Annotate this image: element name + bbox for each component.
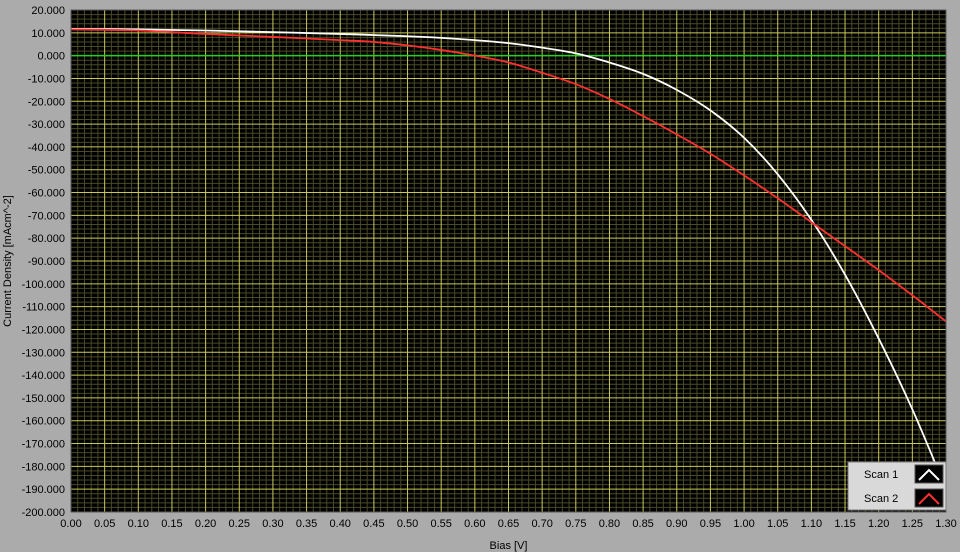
y-tick-label: -190.000 [22, 484, 65, 496]
y-axis-tick-labels: 20.000 10.000 0.000 -10.000 -20.000 -30.000 -4… [22, 5, 65, 519]
x-tick-label: 0.40 [330, 518, 351, 530]
x-tick-label: 0.45 [363, 518, 384, 530]
x-tick-label: 0.70 [531, 518, 552, 530]
x-tick-label: 1.30 [935, 518, 956, 530]
plot-border [70, 9, 947, 513]
y-tick-label: -160.000 [22, 416, 65, 428]
x-tick-label: 0.65 [498, 518, 519, 530]
x-tick-label: 0.10 [128, 518, 149, 530]
legend-label: Scan 1 [864, 469, 898, 481]
x-tick-label: 0.55 [430, 518, 451, 530]
y-tick-label: 10.000 [31, 28, 65, 40]
y-tick-label: -200.000 [22, 507, 65, 519]
x-tick-label: 0.50 [397, 518, 418, 530]
legend-line-sample [918, 468, 940, 481]
x-tick-label: 0.90 [666, 518, 687, 530]
x-axis-tick-labels: 0.00 0.05 0.10 0.15 0.20 0.25 0.30 0.35 0.40 0.45… [60, 518, 956, 530]
x-tick-label: 0.25 [229, 518, 250, 530]
x-tick-label: 0.80 [599, 518, 620, 530]
y-tick-label: -150.000 [22, 393, 65, 405]
x-tick-label: 1.25 [902, 518, 923, 530]
y-axis-title: Current Density [mAcm^-2] [2, 195, 14, 327]
legend-line-sample [918, 492, 940, 505]
x-tick-label: 1.00 [733, 518, 754, 530]
y-tick-label: -180.000 [22, 461, 65, 473]
y-tick-label: 20.000 [31, 5, 65, 17]
y-tick-label: -140.000 [22, 370, 65, 382]
x-axis-title: Bias [V] [490, 540, 528, 552]
y-tick-label: 0.000 [37, 51, 65, 63]
y-tick-label: -170.000 [22, 439, 65, 451]
x-tick-label: 0.60 [464, 518, 485, 530]
y-tick-label: -100.000 [22, 279, 65, 291]
x-tick-label: 0.20 [195, 518, 216, 530]
y-tick-label: -130.000 [22, 347, 65, 359]
series-layer [70, 28, 947, 490]
y-tick-label: -30.000 [28, 119, 65, 131]
legend[interactable]: Scan 1 Scan 2 [847, 461, 947, 511]
x-tick-label: 1.05 [767, 518, 788, 530]
x-tick-label: 1.20 [868, 518, 889, 530]
x-tick-label: 0.30 [262, 518, 283, 530]
y-tick-label: -70.000 [28, 210, 65, 222]
x-tick-label: 1.10 [801, 518, 822, 530]
y-tick-label: -40.000 [28, 142, 65, 154]
y-tick-label: -110.000 [22, 302, 65, 314]
legend-label: Scan 2 [864, 493, 898, 505]
series-line-1 [70, 28, 947, 490]
x-tick-label: 0.35 [296, 518, 317, 530]
y-tick-label: -80.000 [28, 233, 65, 245]
x-tick-label: 0.05 [94, 518, 115, 530]
legend-swatch[interactable] [914, 464, 944, 484]
x-tick-label: 0.95 [700, 518, 721, 530]
x-tick-label: 0.75 [565, 518, 586, 530]
x-tick-label: 0.00 [60, 518, 81, 530]
y-tick-label: -50.000 [28, 165, 65, 177]
y-tick-label: -20.000 [28, 96, 65, 108]
series-line-2 [70, 28, 947, 323]
x-tick-label: 1.15 [834, 518, 855, 530]
x-tick-label: 0.15 [161, 518, 182, 530]
y-tick-label: -90.000 [28, 256, 65, 268]
x-tick-label: 0.85 [632, 518, 653, 530]
y-tick-label: -10.000 [28, 73, 65, 85]
y-tick-label: -120.000 [22, 324, 65, 336]
legend-swatch[interactable] [914, 488, 944, 508]
y-tick-label: -60.000 [28, 188, 65, 200]
